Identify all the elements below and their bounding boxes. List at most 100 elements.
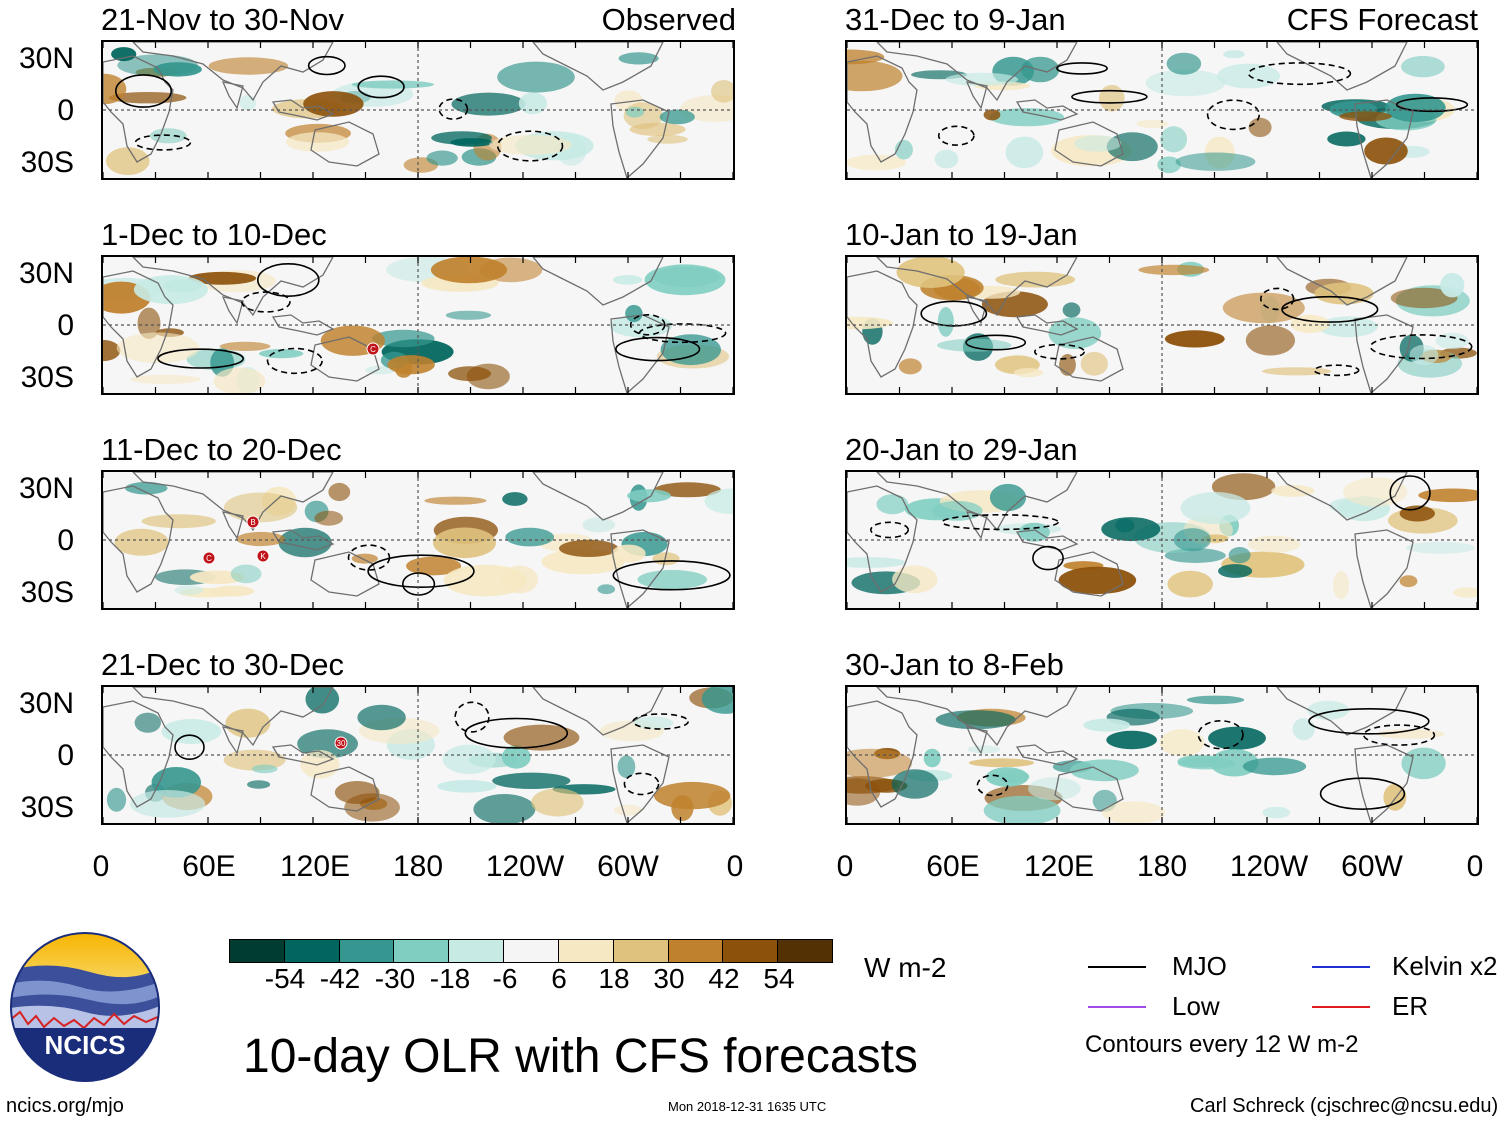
tropical-cyclone-marker-label: C — [370, 345, 376, 354]
negative-olr-anomaly — [644, 264, 726, 296]
mjo-contour-positive — [402, 572, 436, 596]
negative-olr-anomaly — [451, 92, 526, 116]
coastline — [132, 42, 334, 102]
colorbar-tick: 6 — [551, 963, 567, 994]
coastline — [847, 270, 918, 378]
tropical-cyclone-marker-circle — [246, 515, 260, 529]
positive-olr-anomaly — [236, 531, 286, 547]
colorbar-tick: -18 — [429, 963, 471, 994]
positive-olr-anomaly — [1418, 488, 1477, 503]
negative-olr-anomaly — [989, 483, 1027, 512]
negative-olr-anomaly — [989, 108, 1064, 127]
positive-olr-anomaly — [892, 565, 938, 594]
positive-olr-anomaly — [1164, 330, 1225, 348]
colorbar-cell — [504, 940, 559, 962]
colorbar-tick: 18 — [598, 963, 630, 994]
tropical-cyclone-marker-label: K — [260, 552, 266, 561]
lat-label-0: 0 — [57, 309, 74, 342]
olr-map — [847, 42, 1477, 178]
positive-olr-anomaly — [1102, 801, 1165, 823]
panel-title: 10-Jan to 19-Jan — [845, 217, 1078, 252]
negative-olr-anomaly — [437, 780, 497, 793]
positive-olr-anomaly — [489, 135, 572, 155]
mjo-contour-negative — [134, 134, 192, 151]
lat-label-30n: 30N — [18, 257, 74, 290]
positive-olr-anomaly — [141, 514, 216, 529]
coastline — [1015, 744, 1079, 766]
coastline — [1354, 529, 1414, 608]
coastline — [132, 257, 334, 317]
coastline — [1015, 99, 1079, 121]
negative-olr-anomaly — [1401, 747, 1446, 780]
negative-olr-anomaly — [1262, 806, 1290, 819]
positive-olr-anomaly — [303, 91, 364, 117]
mjo-contour-positive — [367, 554, 475, 588]
negative-olr-anomaly — [1074, 135, 1122, 152]
coastline — [876, 687, 1078, 747]
positive-olr-anomaly — [983, 109, 1001, 121]
panel-title: 30-Jan to 8-Feb — [845, 647, 1064, 682]
coastline — [1354, 314, 1414, 393]
mjo-contour-negative — [1197, 720, 1244, 750]
negative-olr-anomaly — [934, 149, 959, 169]
logo-text: NCICS — [45, 1030, 126, 1060]
positive-olr-anomaly — [433, 527, 496, 559]
lat-label-0: 0 — [57, 524, 74, 557]
olr-map: B C K — [103, 472, 733, 608]
mjo-contour-positive — [1281, 295, 1379, 323]
ncics-logo: NCICS — [10, 932, 160, 1082]
mjo-contour-negative — [976, 774, 1009, 797]
lat-label-30s: 30S — [20, 146, 74, 179]
negative-olr-anomaly — [1106, 132, 1158, 162]
positive-olr-anomaly — [1453, 587, 1477, 598]
mjo-contour-positive — [612, 560, 731, 591]
negative-olr-anomaly — [1173, 528, 1211, 552]
positive-olr-anomaly — [406, 556, 462, 576]
positive-olr-anomaly — [213, 367, 266, 393]
main-title: 10-day OLR with CFS forecasts — [243, 1030, 918, 1083]
colorbar — [229, 939, 833, 963]
positive-olr-anomaly — [189, 570, 245, 585]
mjo-contour-positive — [157, 348, 244, 369]
negative-olr-anomaly — [497, 61, 575, 93]
colorbar-tick: -42 — [319, 963, 361, 994]
mjo-contour-negative — [1247, 62, 1352, 86]
coastline — [847, 485, 918, 593]
negative-olr-anomaly — [1292, 718, 1315, 741]
legend-label-mjo: MJO — [1172, 951, 1227, 981]
legend-label-low: Low — [1172, 991, 1220, 1021]
map-panel-1 — [101, 40, 735, 180]
positive-olr-anomaly — [1138, 264, 1210, 276]
coastline — [221, 511, 244, 540]
colorbar-cell — [339, 940, 395, 962]
positive-olr-anomaly — [847, 316, 894, 330]
positive-olr-anomaly — [103, 339, 121, 362]
coastline — [221, 81, 244, 110]
positive-olr-anomaly — [137, 307, 161, 339]
positive-olr-anomaly — [1248, 117, 1272, 138]
coastline — [1054, 551, 1124, 597]
mjo-contour-negative — [1362, 724, 1436, 746]
legend-line-low — [1088, 1006, 1146, 1008]
positive-olr-anomaly — [328, 482, 351, 502]
positive-olr-anomaly — [531, 788, 584, 817]
footer-url[interactable]: ncics.org/mjo — [6, 1095, 124, 1117]
negative-olr-anomaly — [492, 772, 571, 789]
coastline — [1015, 529, 1079, 551]
negative-olr-anomaly — [1106, 730, 1157, 750]
positive-olr-anomaly — [430, 257, 508, 284]
negative-olr-anomaly — [505, 527, 554, 547]
mjo-contour-negative — [937, 125, 975, 146]
coastline — [103, 700, 174, 808]
positive-olr-anomaly — [613, 804, 642, 816]
positive-olr-anomaly — [114, 528, 169, 556]
negative-olr-anomaly — [1175, 152, 1256, 171]
positive-olr-anomaly — [387, 355, 435, 375]
lon-label: 60E — [926, 850, 980, 883]
coastline — [532, 687, 664, 736]
coastline — [1276, 472, 1408, 521]
positive-olr-anomaly — [106, 147, 150, 175]
lon-label: 60W — [1341, 850, 1403, 883]
coastline — [876, 257, 1078, 317]
negative-olr-anomaly — [1062, 302, 1081, 318]
